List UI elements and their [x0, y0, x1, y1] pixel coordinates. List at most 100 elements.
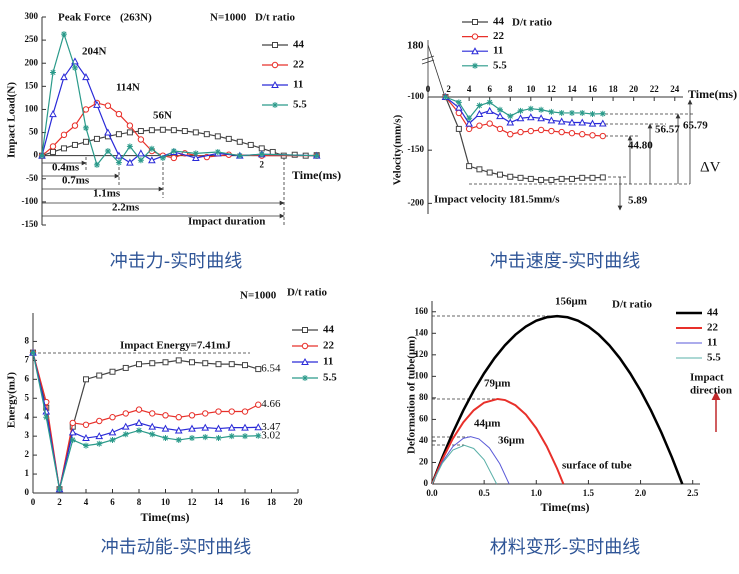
annotation: Impact Energy=7.41mJ	[120, 340, 231, 352]
marker	[170, 154, 178, 162]
x-tick-label: 10	[526, 84, 536, 94]
marker	[175, 357, 182, 364]
legend-label: 5.5	[293, 99, 307, 111]
x-tick-label: 4	[467, 84, 472, 94]
marker	[122, 364, 129, 371]
y-tick-label: -200	[408, 197, 425, 207]
marker	[135, 418, 143, 426]
marker	[60, 145, 67, 152]
marker	[188, 424, 196, 432]
x-axis-label: Time(ms)	[292, 168, 341, 182]
marker	[96, 372, 103, 379]
x-tick-label: 6	[110, 497, 115, 507]
series-line	[445, 96, 603, 125]
annotation: 2.2ms	[112, 202, 140, 214]
x-tick-label: 12	[547, 84, 557, 94]
y-tick-label: 140	[415, 327, 429, 337]
marker	[71, 64, 78, 71]
marker	[122, 410, 129, 417]
legend-label: 11	[707, 337, 717, 349]
series-line	[431, 436, 510, 485]
marker	[96, 440, 103, 447]
marker	[471, 47, 479, 55]
marker	[302, 375, 308, 381]
marker	[599, 174, 606, 181]
marker	[60, 131, 68, 139]
marker	[537, 126, 545, 134]
y-tick-label: 0	[424, 478, 429, 488]
marker	[272, 102, 278, 108]
y-tick-label: 40	[419, 435, 429, 445]
marker	[83, 376, 89, 383]
marker	[109, 436, 116, 443]
end-label: 6.54	[261, 363, 281, 375]
marker	[30, 349, 36, 356]
annotation: 56.57	[655, 124, 680, 136]
marker	[241, 408, 249, 415]
series-line	[32, 352, 259, 490]
series-line	[32, 352, 259, 490]
marker	[507, 131, 514, 138]
marker	[272, 42, 278, 48]
x-tick-label: 14	[214, 497, 224, 507]
marker	[255, 401, 262, 408]
marker	[135, 406, 143, 413]
annotation: 0.7ms	[62, 175, 90, 187]
annotation: Impact	[690, 372, 724, 384]
marker	[202, 410, 209, 417]
marker	[269, 148, 276, 155]
caption: 冲击力-实时曲线	[110, 251, 243, 272]
marker	[486, 169, 493, 176]
x-axis-label: Time(ms)	[540, 500, 589, 514]
marker	[137, 128, 144, 135]
y-tick-label: 3	[25, 430, 30, 440]
annotation: N=1000	[210, 12, 247, 24]
y-tick-label: -100	[22, 196, 39, 206]
marker	[442, 94, 449, 100]
marker	[527, 175, 534, 182]
marker	[149, 431, 156, 438]
marker	[162, 435, 169, 442]
marker	[568, 109, 575, 116]
marker	[589, 132, 596, 139]
marker	[214, 133, 221, 140]
marker	[137, 157, 144, 164]
legend-label: 5.5	[493, 59, 507, 71]
marker	[558, 175, 565, 182]
annotation-line	[427, 44, 446, 98]
legend-label: 22	[707, 322, 719, 334]
marker	[109, 414, 116, 421]
marker	[254, 423, 263, 431]
marker	[201, 423, 210, 431]
marker	[93, 100, 101, 108]
marker	[506, 118, 515, 126]
marker	[43, 414, 50, 421]
marker	[93, 161, 100, 168]
x-tick-label: 18	[609, 84, 619, 94]
annotation: 204N	[82, 46, 107, 58]
y-tick-label: 20	[419, 457, 429, 467]
x-tick-label: 2	[260, 160, 265, 170]
marker	[175, 414, 182, 421]
marker	[247, 141, 254, 148]
marker	[527, 127, 535, 135]
marker	[149, 410, 156, 417]
legend-label: 11	[293, 79, 303, 91]
marker	[115, 110, 123, 118]
marker	[115, 151, 123, 159]
y-tick-label: 0	[25, 487, 30, 497]
marker	[465, 125, 473, 133]
marker	[82, 421, 90, 428]
marker	[538, 106, 545, 113]
marker	[115, 131, 122, 138]
marker	[188, 412, 196, 419]
x-tick-label: 1.5	[583, 488, 595, 498]
x-tick-label: 18	[267, 497, 277, 507]
marker	[578, 118, 587, 126]
caption: 冲击速度-实时曲线	[490, 251, 641, 272]
y-tick-label: 200	[25, 57, 39, 67]
annotation: D/t ratio	[287, 287, 328, 299]
annotation: 44μm	[474, 418, 500, 430]
marker	[109, 368, 116, 375]
